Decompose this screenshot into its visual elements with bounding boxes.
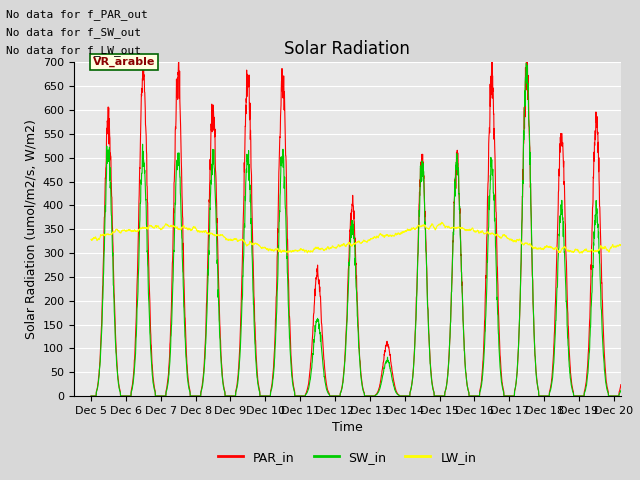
LW_in [403, 228, 411, 233]
PAR_in [143, 152, 150, 157]
Y-axis label: Solar Radiation (umol/m2/s, W/m2): Solar Radiation (umol/m2/s, W/m2) [24, 119, 37, 339]
Line: SW_in: SW_in [91, 63, 640, 396]
LW_in [637, 240, 640, 246]
SW_in [637, 385, 640, 391]
SW_in [87, 393, 95, 399]
Line: PAR_in: PAR_in [91, 52, 640, 396]
LW_in [570, 250, 577, 255]
PAR_in [570, 388, 577, 394]
PAR_in [538, 393, 545, 399]
PAR_in [637, 377, 640, 383]
LW_in [263, 247, 271, 252]
Text: No data for f_PAR_out: No data for f_PAR_out [6, 9, 148, 20]
LW_in [538, 246, 545, 252]
SW_in [263, 393, 271, 399]
SW_in [403, 393, 411, 399]
LW_in [87, 237, 95, 242]
PAR_in [263, 393, 271, 399]
LW_in [438, 219, 445, 225]
SW_in [538, 393, 545, 399]
LW_in [579, 250, 586, 256]
Legend: PAR_in, SW_in, LW_in: PAR_in, SW_in, LW_in [213, 445, 481, 468]
Line: LW_in: LW_in [91, 222, 640, 253]
SW_in [143, 224, 150, 230]
Title: Solar Radiation: Solar Radiation [284, 40, 410, 58]
Text: No data for f_LW_out: No data for f_LW_out [6, 45, 141, 56]
PAR_in [87, 393, 95, 399]
X-axis label: Time: Time [332, 421, 363, 434]
SW_in [570, 390, 577, 396]
Text: No data for f_SW_out: No data for f_SW_out [6, 27, 141, 38]
PAR_in [523, 49, 531, 55]
LW_in [143, 225, 150, 230]
SW_in [522, 60, 530, 66]
PAR_in [403, 393, 411, 399]
Text: VR_arable: VR_arable [93, 57, 155, 67]
